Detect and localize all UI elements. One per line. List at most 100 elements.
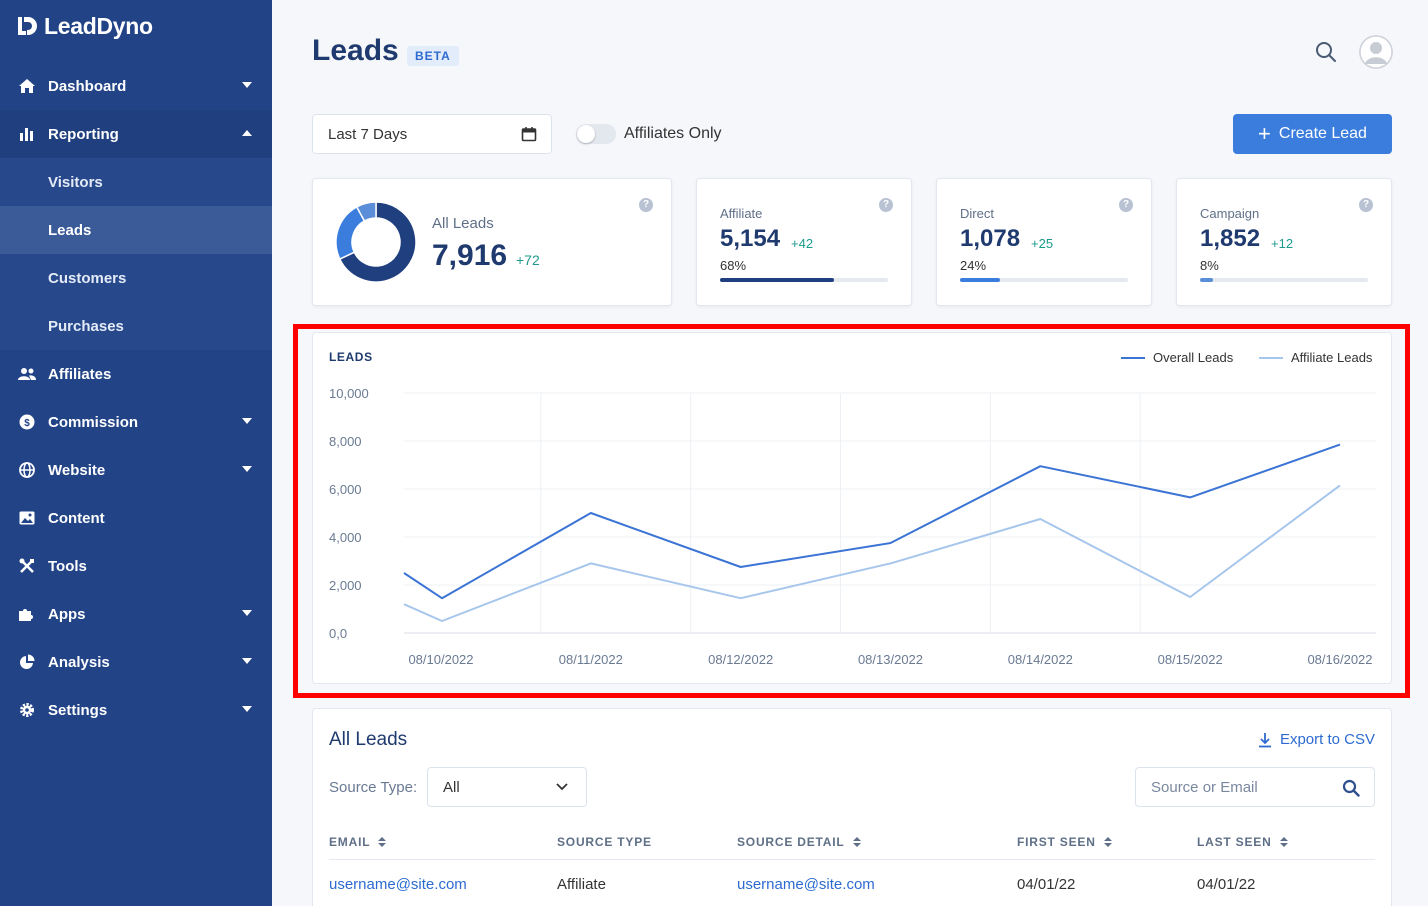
- search-icon[interactable]: [1342, 779, 1360, 797]
- sidebar-item-label: Apps: [48, 605, 86, 623]
- export-label: Export to CSV: [1279, 731, 1375, 748]
- stat-delta: +12: [1271, 236, 1294, 251]
- leaddyno-logo-icon: [18, 17, 37, 35]
- create-lead-label: Create Lead: [1278, 125, 1367, 142]
- progress-fill: [720, 278, 835, 282]
- cell-email[interactable]: username@site.com: [329, 876, 467, 893]
- sidebar-item-apps[interactable]: Apps: [0, 590, 272, 638]
- campaign-card: Campaign 1,852 +12 8% ?: [1176, 178, 1392, 306]
- direct-card: Direct 1,078 +25 24% ?: [936, 178, 1152, 306]
- legend-affiliate[interactable]: Affiliate Leads: [1259, 350, 1372, 365]
- column-header-email[interactable]: EMAIL: [329, 835, 387, 849]
- chevron-down-icon: [242, 706, 252, 712]
- calendar-icon: [521, 127, 537, 142]
- cell-first-seen: 04/01/22: [1017, 876, 1076, 893]
- y-tick-label: 6,000: [329, 482, 362, 497]
- help-icon[interactable]: ?: [1119, 198, 1133, 212]
- x-tick-label: 08/13/2022: [858, 652, 923, 667]
- source-type-select[interactable]: All: [427, 767, 587, 807]
- x-tick-label: 08/12/2022: [708, 652, 773, 667]
- help-icon[interactable]: ?: [1359, 198, 1373, 212]
- legend-overall[interactable]: Overall Leads: [1121, 350, 1233, 365]
- chevron-down-icon: [242, 82, 252, 88]
- date-range-picker[interactable]: Last 7 Days: [312, 114, 552, 154]
- legend-swatch: [1121, 356, 1145, 359]
- stat-label: Campaign: [1200, 206, 1260, 221]
- sidebar-item-affiliates[interactable]: Affiliates: [0, 350, 272, 398]
- stat-value: 7,916: [432, 239, 508, 272]
- column-header-label: SOURCE TYPE: [557, 835, 652, 849]
- table-title: All Leads: [329, 729, 408, 750]
- column-header-last-seen[interactable]: LAST SEEN: [1197, 835, 1288, 849]
- sidebar-item-commission[interactable]: $ Commission: [0, 398, 272, 446]
- sidebar-item-label: Leads: [48, 221, 92, 239]
- x-tick-label: 08/15/2022: [1158, 652, 1223, 667]
- column-header-label: EMAIL: [329, 835, 371, 849]
- series-line-overall-leads: [403, 443, 1341, 600]
- logo[interactable]: LeadDyno: [16, 12, 153, 40]
- sidebar: LeadDyno Dashboard Reporting Visitors Le…: [0, 0, 272, 906]
- help-icon[interactable]: ?: [879, 198, 893, 212]
- legend-label: Overall Leads: [1153, 350, 1234, 365]
- stat-delta: +42: [791, 236, 814, 251]
- y-tick-label: 0,0: [329, 626, 347, 641]
- column-header-source-type: SOURCE TYPE: [557, 835, 652, 849]
- export-csv-link[interactable]: Export to CSV: [1258, 731, 1375, 748]
- sidebar-item-label: Reporting: [48, 125, 119, 143]
- column-header-first-seen[interactable]: FIRST SEEN: [1017, 835, 1112, 849]
- chevron-down-icon: [242, 466, 252, 472]
- globe-icon: [18, 461, 36, 479]
- stat-value: 5,154: [720, 225, 781, 252]
- sort-icon: [1103, 837, 1112, 847]
- gear-icon: [18, 701, 36, 719]
- donut-slice-campaign: [355, 201, 377, 222]
- chevron-up-icon: [242, 130, 252, 136]
- source-type-label: Source Type:: [329, 779, 418, 796]
- create-lead-button[interactable]: + Create Lead: [1233, 114, 1392, 154]
- cell-source-detail[interactable]: username@site.com: [737, 876, 875, 893]
- progress-bar: [720, 278, 888, 282]
- source-type-value: All: [443, 778, 460, 796]
- all-leads-card: All Leads 7,916 +72 ?: [312, 178, 672, 306]
- sidebar-item-settings[interactable]: Settings: [0, 686, 272, 734]
- sidebar-item-customers[interactable]: Customers: [0, 254, 272, 302]
- sidebar-item-label: Analysis: [48, 653, 110, 671]
- sidebar-item-label: Customers: [48, 269, 127, 287]
- affiliates-only-toggle[interactable]: [576, 124, 616, 144]
- chevron-down-icon: [242, 658, 252, 664]
- x-tick-label: 08/16/2022: [1307, 652, 1372, 667]
- sidebar-item-purchases[interactable]: Purchases: [0, 302, 272, 350]
- legend-label: Affiliate Leads: [1291, 350, 1373, 365]
- help-icon[interactable]: ?: [639, 198, 653, 212]
- sidebar-item-analysis[interactable]: Analysis: [0, 638, 272, 686]
- sidebar-item-reporting[interactable]: Reporting: [0, 110, 272, 158]
- sidebar-item-content[interactable]: Content: [0, 494, 272, 542]
- search-placeholder: Source or Email: [1151, 778, 1258, 796]
- dollar-circle-icon: $: [18, 413, 36, 431]
- sidebar-item-label: Visitors: [48, 173, 103, 191]
- sidebar-item-tools[interactable]: Tools: [0, 542, 272, 590]
- source-email-search-input[interactable]: Source or Email: [1135, 767, 1375, 807]
- sidebar-item-leads[interactable]: Leads: [0, 206, 272, 254]
- all-leads-table-card: All Leads Export to CSV Source Type: All…: [312, 708, 1392, 906]
- search-icon[interactable]: [1314, 40, 1338, 64]
- series-line-affiliate-leads: [403, 484, 1341, 622]
- download-icon: [1258, 732, 1271, 747]
- avatar[interactable]: [1359, 35, 1393, 69]
- chart-title: LEADS: [329, 350, 373, 364]
- sidebar-item-dashboard[interactable]: Dashboard: [0, 62, 272, 110]
- sort-icon: [1279, 837, 1288, 847]
- sidebar-item-visitors[interactable]: Visitors: [0, 158, 272, 206]
- user-icon: [1359, 35, 1393, 69]
- leads-donut-chart: [335, 201, 417, 283]
- affiliate-card: Affiliate 5,154 +42 68% ?: [696, 178, 912, 306]
- y-tick-label: 2,000: [329, 578, 362, 593]
- sidebar-item-label: Commission: [48, 413, 139, 431]
- y-tick-label: 10,000: [329, 386, 369, 401]
- sidebar-item-website[interactable]: Website: [0, 446, 272, 494]
- sidebar-nav: Dashboard Reporting Visitors Leads Custo…: [0, 62, 272, 734]
- column-header-label: LAST SEEN: [1197, 835, 1272, 849]
- progress-bar: [1200, 278, 1368, 282]
- column-header-source-detail[interactable]: SOURCE DETAIL: [737, 835, 861, 849]
- sort-icon: [852, 837, 861, 847]
